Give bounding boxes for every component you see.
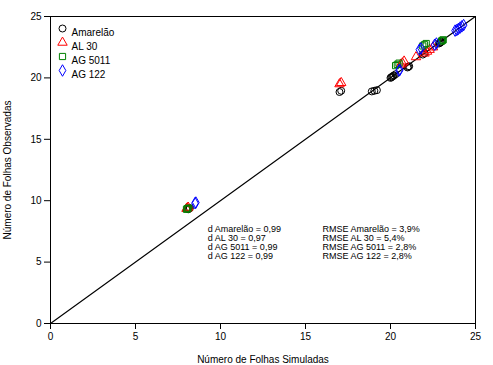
svg-text:Amarelão: Amarelão xyxy=(72,27,115,38)
svg-text:RMSE Amarelão = 3,9%RMSE AL 30: RMSE Amarelão = 3,9%RMSE AL 30 = 5,4%RMS… xyxy=(323,224,420,261)
svg-text:5: 5 xyxy=(36,256,42,267)
svg-text:AG 5011: AG 5011 xyxy=(72,55,111,66)
svg-text:d Amarelão = 0,99d AL 30 = 0,9: d Amarelão = 0,99d AL 30 = 0,97d AG 5011… xyxy=(208,224,281,261)
svg-text:10: 10 xyxy=(30,195,42,206)
svg-text:Número de Folhas Simuladas: Número de Folhas Simuladas xyxy=(197,354,329,365)
svg-text:5: 5 xyxy=(133,331,139,342)
svg-text:AG 122: AG 122 xyxy=(72,69,106,80)
svg-text:Número de Folhas Observadas: Número de Folhas Observadas xyxy=(2,101,13,240)
svg-text:AL 30: AL 30 xyxy=(72,41,98,52)
svg-text:10: 10 xyxy=(215,331,227,342)
svg-text:25: 25 xyxy=(470,331,482,342)
svg-text:0: 0 xyxy=(48,331,54,342)
svg-text:25: 25 xyxy=(30,11,42,22)
svg-text:20: 20 xyxy=(385,331,397,342)
svg-text:15: 15 xyxy=(30,134,42,145)
svg-text:15: 15 xyxy=(300,331,312,342)
svg-text:20: 20 xyxy=(30,72,42,83)
svg-text:0: 0 xyxy=(36,318,42,329)
